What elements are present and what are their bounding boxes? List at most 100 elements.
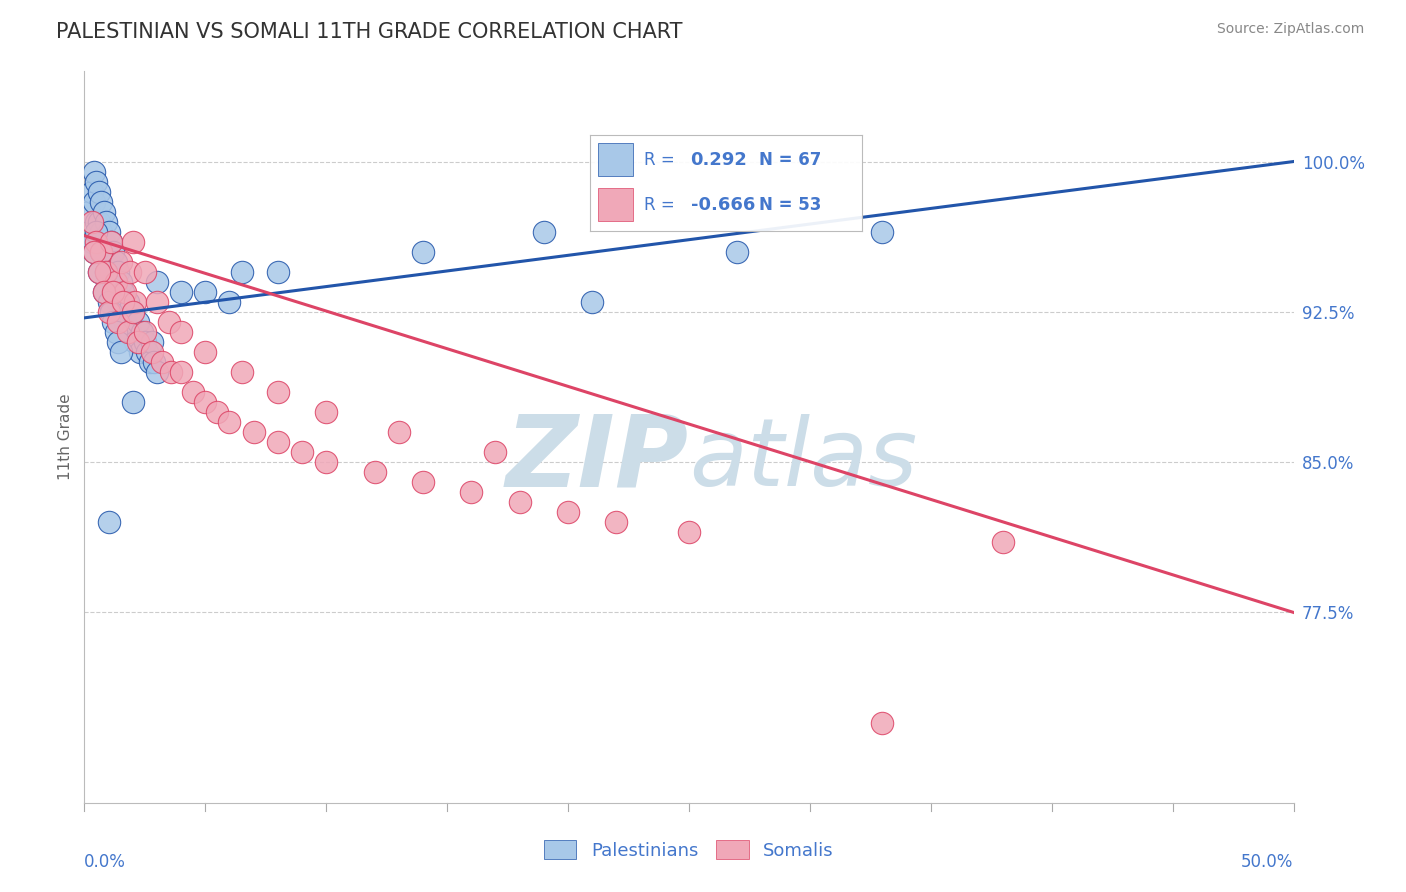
- Bar: [598, 188, 633, 221]
- Point: [124, 334, 146, 349]
- Point: [231, 365, 253, 379]
- Point: [143, 355, 166, 369]
- Point: [110, 305, 132, 319]
- Point: [94, 244, 117, 259]
- Point: [114, 315, 136, 329]
- Point: [90, 194, 112, 209]
- Point: [484, 445, 506, 459]
- Point: [267, 435, 290, 450]
- Point: [509, 495, 531, 509]
- Point: [100, 235, 122, 249]
- Point: [993, 535, 1015, 549]
- Point: [412, 244, 434, 259]
- Point: [86, 235, 108, 249]
- Point: [104, 254, 127, 268]
- Point: [77, 204, 100, 219]
- Point: [103, 285, 125, 299]
- Point: [87, 265, 110, 279]
- Text: N = 53: N = 53: [759, 195, 821, 214]
- Point: [87, 214, 110, 228]
- Point: [207, 405, 229, 419]
- Point: [557, 505, 579, 519]
- Point: [117, 325, 139, 339]
- Point: [194, 285, 217, 299]
- Point: [97, 305, 120, 319]
- Point: [872, 715, 894, 730]
- Point: [138, 355, 160, 369]
- Text: R =: R =: [644, 151, 681, 169]
- Point: [100, 305, 122, 319]
- Point: [581, 294, 603, 309]
- Point: [83, 244, 105, 259]
- Point: [194, 395, 217, 409]
- Text: 0.292: 0.292: [690, 151, 748, 169]
- Point: [107, 315, 129, 329]
- Point: [107, 294, 129, 309]
- Text: -0.666: -0.666: [690, 195, 755, 214]
- Point: [94, 265, 117, 279]
- Point: [218, 294, 240, 309]
- Point: [93, 285, 115, 299]
- Point: [267, 265, 290, 279]
- Point: [93, 204, 115, 219]
- Text: R =: R =: [644, 195, 681, 214]
- Point: [97, 294, 120, 309]
- Point: [412, 475, 434, 490]
- Point: [533, 225, 555, 239]
- Point: [127, 315, 149, 329]
- Point: [129, 345, 152, 359]
- Point: [218, 415, 240, 429]
- Point: [141, 345, 163, 359]
- Point: [83, 164, 105, 178]
- Point: [100, 235, 122, 249]
- Point: [100, 265, 122, 279]
- Point: [83, 244, 105, 259]
- Point: [605, 515, 627, 529]
- Point: [146, 275, 169, 289]
- Point: [150, 355, 173, 369]
- Point: [97, 515, 120, 529]
- Point: [90, 244, 112, 259]
- Point: [872, 225, 894, 239]
- Point: [94, 214, 117, 228]
- Point: [87, 185, 110, 199]
- Point: [104, 325, 127, 339]
- Point: [242, 425, 264, 439]
- Point: [291, 445, 314, 459]
- Point: [107, 265, 129, 279]
- Text: PALESTINIAN VS SOMALI 11TH GRADE CORRELATION CHART: PALESTINIAN VS SOMALI 11TH GRADE CORRELA…: [56, 22, 683, 42]
- Point: [146, 294, 169, 309]
- Point: [110, 254, 132, 268]
- Point: [157, 315, 180, 329]
- Point: [170, 365, 193, 379]
- Point: [104, 285, 127, 299]
- Point: [194, 345, 217, 359]
- Point: [267, 384, 290, 399]
- Point: [80, 235, 103, 249]
- Text: Source: ZipAtlas.com: Source: ZipAtlas.com: [1216, 22, 1364, 37]
- Point: [97, 254, 120, 268]
- Point: [363, 465, 385, 479]
- Point: [120, 265, 142, 279]
- Point: [315, 455, 337, 469]
- Point: [134, 325, 156, 339]
- Point: [170, 285, 193, 299]
- Point: [160, 365, 183, 379]
- Point: [136, 345, 159, 359]
- Point: [107, 334, 129, 349]
- Point: [110, 345, 132, 359]
- Text: 50.0%: 50.0%: [1241, 853, 1294, 871]
- Text: 0.0%: 0.0%: [84, 853, 127, 871]
- Point: [94, 265, 117, 279]
- Point: [80, 185, 103, 199]
- Point: [93, 285, 115, 299]
- Point: [121, 395, 143, 409]
- Point: [141, 334, 163, 349]
- Text: N = 67: N = 67: [759, 151, 821, 169]
- Point: [725, 244, 748, 259]
- Point: [112, 285, 135, 299]
- Point: [93, 235, 115, 249]
- Legend: Palestinians, Somalis: Palestinians, Somalis: [537, 833, 841, 867]
- Point: [80, 214, 103, 228]
- Point: [86, 225, 108, 239]
